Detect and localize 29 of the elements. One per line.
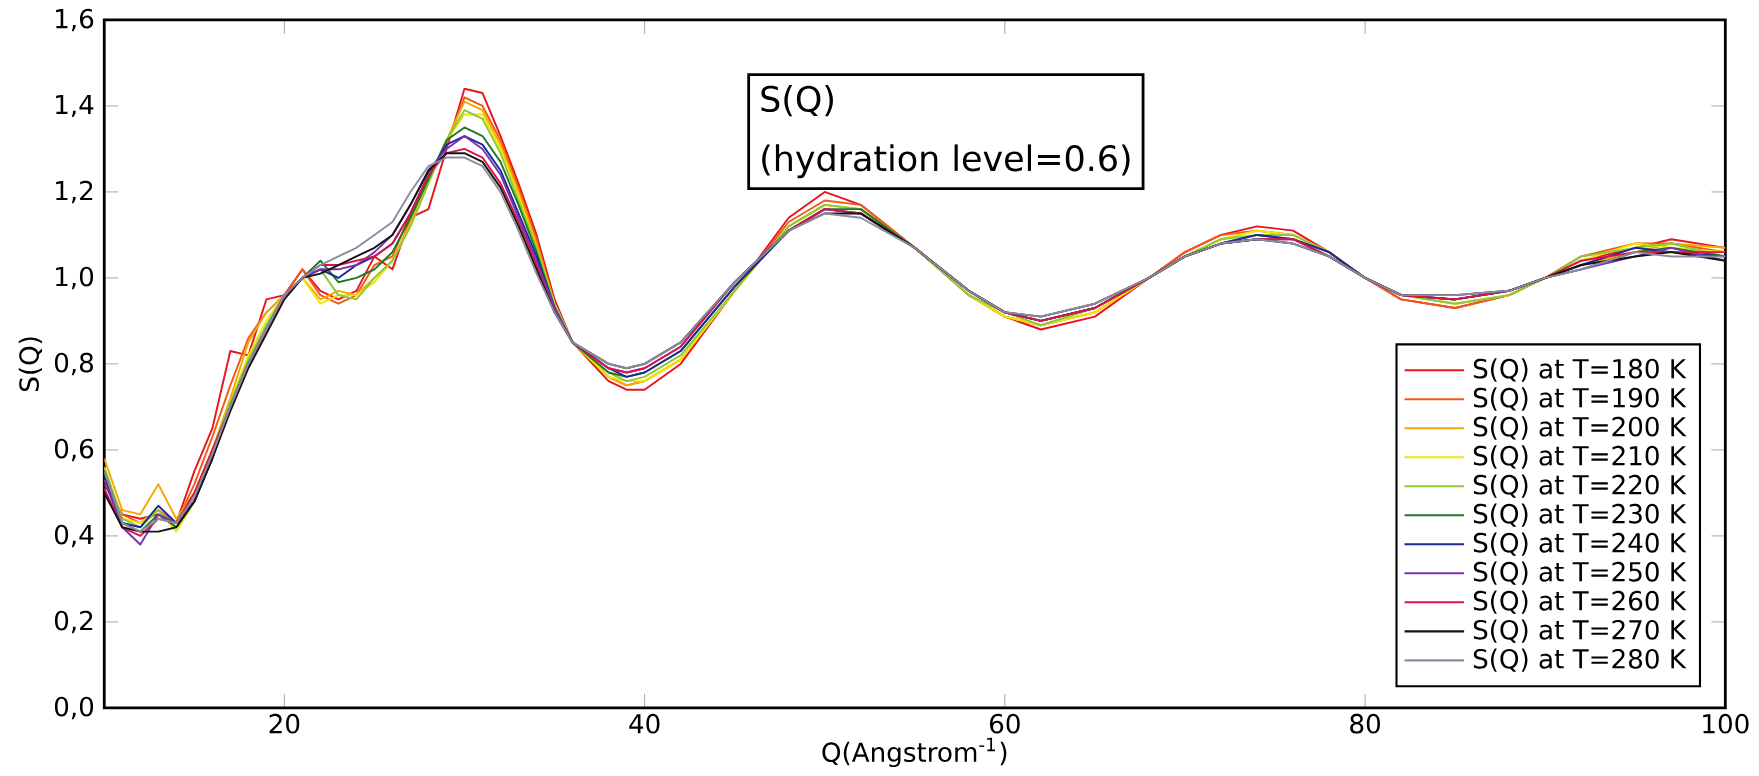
y-tick-label: 0,6	[54, 438, 94, 462]
x-tick-label: 60	[990, 713, 1020, 734]
y-tick-label: 0,0	[54, 696, 94, 720]
legend-label: S(Q) at T=220 K	[1473, 474, 1687, 498]
x-tick-label: 100	[1703, 713, 1749, 734]
y-tick-label: 0,8	[54, 352, 94, 376]
legend-label: S(Q) at T=260 K	[1473, 590, 1687, 614]
y-tick-label: 1,2	[56, 180, 93, 204]
y-axis-title: S(Q)	[18, 337, 43, 392]
text: (hydration level=0.6)	[762, 144, 1130, 179]
y-tick-label: 0,4	[54, 524, 94, 548]
y-tick-label: 1,4	[56, 94, 94, 118]
legend-label: S(Q) at T=240 K	[1473, 532, 1687, 556]
x-tick-label: 40	[629, 713, 660, 734]
legend-label: S(Q) at T=200 K	[1473, 416, 1687, 440]
legend-label: S(Q) at T=270 K	[1473, 619, 1687, 643]
y-tick-label: 0,2	[54, 610, 93, 634]
x-axis-title: Q(Angstrom$^{-1}$)	[822, 737, 1007, 768]
legend-label: S(Q) at T=250 K	[1473, 561, 1687, 585]
legend-label: S(Q) at T=230 K	[1473, 503, 1687, 527]
legend-label: S(Q) at T=180 K	[1473, 358, 1687, 382]
legend-label: S(Q) at T=280 K	[1473, 648, 1687, 672]
text: S(Q)	[761, 85, 833, 117]
y-tick-label: 1,0	[56, 266, 94, 290]
x-tick-label: 20	[269, 713, 300, 734]
legend-label: S(Q) at T=190 K	[1473, 387, 1687, 411]
x-tick-label: 80	[1350, 713, 1380, 734]
legend-label: S(Q) at T=210 K	[1473, 445, 1687, 469]
y-tick-label: 1,6	[56, 8, 94, 32]
